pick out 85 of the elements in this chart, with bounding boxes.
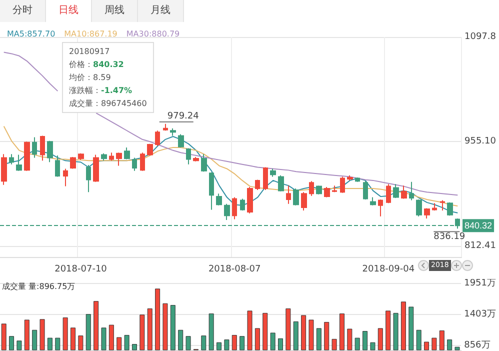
y-tick-label: 1097.8 [464,32,496,42]
y-tick-label: 1403万 [464,309,496,320]
candlestick [86,164,91,193]
candlestick [340,176,345,194]
candlestick [370,196,376,206]
candlestick [224,203,230,221]
candlestick [124,146,130,160]
candlestick [240,198,245,211]
candlestick [93,154,99,182]
text: 周线 [92,0,138,22]
candlestick [293,188,299,206]
candlestick [70,156,76,170]
x-tick-label: 2018-08-07 [208,264,261,274]
candlestick [416,198,422,217]
candlestick [401,185,407,200]
candlestick [347,174,353,181]
candlestick [140,152,145,172]
candlestick [209,172,214,210]
candlestick [16,154,22,172]
candlestick [101,152,107,162]
candlestick [178,134,184,148]
candlestick [170,128,176,136]
candlestick [78,152,84,160]
candlestick [32,136,37,158]
candlestick [263,166,268,190]
candlestick [309,180,314,196]
candlestick [163,123,168,132]
text: 分时 [0,0,46,22]
candlestick [47,140,53,163]
candlestick [432,202,437,211]
annotation: 成交量 量:896.75万 [2,281,76,292]
y-tick-label: 1951万 [464,278,496,288]
candlestick [216,193,222,206]
line-series [3,126,458,206]
text: MA10:867.19 [64,30,118,38]
candlestick [147,143,153,156]
candlestick [155,130,160,147]
annotation: 涨跌幅：-1.47% [69,86,132,95]
candlestick [255,179,260,190]
candlestick [301,192,307,211]
annotation: 成交量：896745460 [69,99,147,108]
candlestick [278,174,284,192]
y-tick-label: 856万 [464,340,490,350]
text: 月线 [138,0,184,22]
candlestick [393,184,399,199]
candlestick [109,152,114,162]
text: MA30:880.79 [126,30,180,38]
candlestick [316,185,322,195]
candlestick [40,135,45,162]
y-tick-label: 955.10 [464,136,496,147]
annotation: 均价：8.59 [69,73,111,82]
annotation: 979.24 [167,111,200,122]
candlestick [63,168,68,187]
annotation: 价格：840.32 [69,60,124,69]
candlestick [447,202,453,216]
y-tick-label: 812.41 [464,241,496,252]
annotation: 20180917 [69,47,110,56]
candlestick [232,196,237,220]
x-tick-label: 2018-07-10 [54,264,108,274]
text: MA5:857.70 [7,30,56,38]
candlestick [132,157,137,172]
candlestick [424,208,430,220]
candlestick [355,177,360,182]
candlestick [324,186,330,198]
candlestick [332,185,337,193]
candlestick [24,141,30,172]
annotation: 836.19 [434,232,466,242]
candlestick [440,200,445,211]
candlestick [409,181,414,201]
candlestick [116,152,122,166]
candlestick [201,154,207,172]
candlestick [193,156,199,162]
candlestick [286,185,291,204]
candlestick [55,155,60,178]
candlestick [378,198,383,217]
text: 日线 [46,0,92,22]
ref-line-label: 840.32 [464,220,492,231]
candlestick [1,154,7,186]
candlestick [9,154,14,165]
candlestick [247,186,253,214]
candlestick [386,184,391,204]
candlestick [270,168,276,178]
x-tick-label: 2018-09-04 [362,264,415,274]
candlestick [186,148,191,165]
candlestick [363,180,368,200]
